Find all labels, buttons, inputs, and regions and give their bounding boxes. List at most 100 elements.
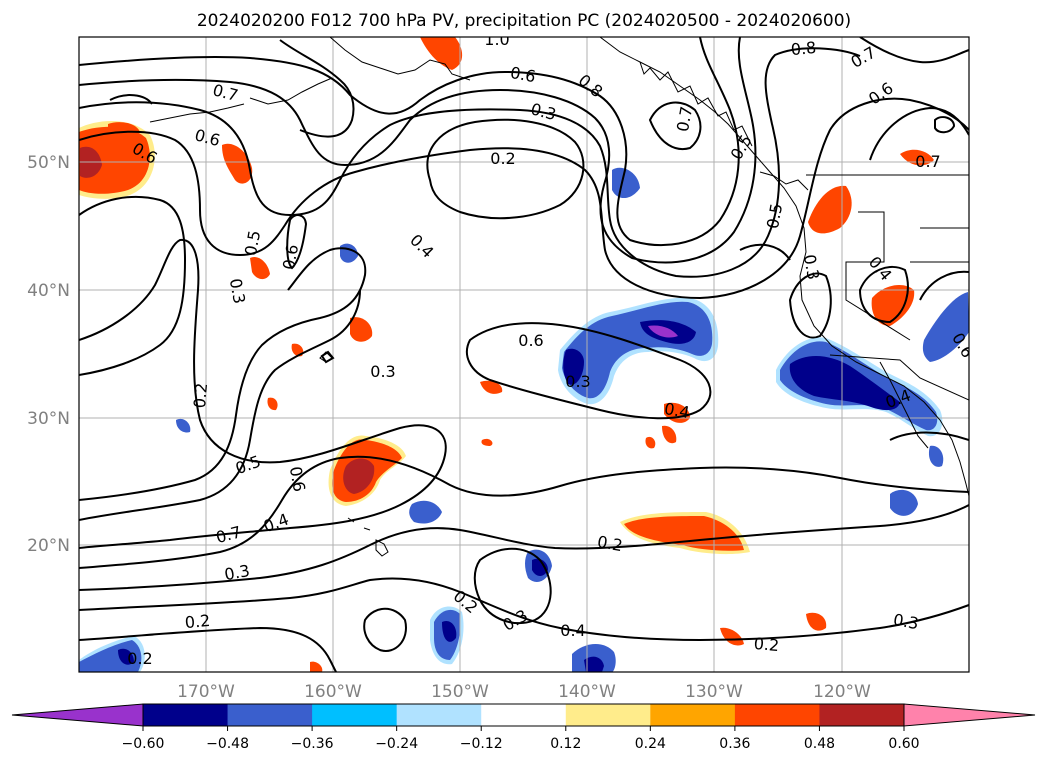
contour-label: 0.7 [915,152,940,171]
map-frame [78,36,970,673]
precip-positive-area [222,143,253,184]
pv-contour [79,626,337,672]
colorbar-tick-label: 0.24 [635,736,666,752]
colorbar-tick-label: −0.48 [206,736,249,752]
colorbar-segment [312,704,398,726]
pv-contours [79,37,969,672]
precip-positive-area [79,126,150,194]
contour-label: 0.4 [560,621,585,640]
pv-contour [79,195,187,376]
contour-label: 0.5 [763,202,786,230]
precip-negative-area [176,418,191,433]
pv-contour [919,270,969,301]
colorbar-segment [481,704,567,726]
pv-contour [465,322,712,420]
precip-negative-area [612,167,640,199]
lon-label: 120°W [813,682,871,702]
pv-contour [320,350,335,364]
contour-label: 0.3 [892,610,920,633]
coastline [149,103,245,123]
precip-positive-area [481,438,493,446]
precip-negative-area [789,355,900,411]
contour-label: 0.8 [790,38,817,59]
contour-label: 0.2 [190,382,211,409]
precip-positive-area [350,317,373,342]
colorbar-frame [142,703,905,727]
precip-positive-area [250,256,270,280]
precip-positive-area [267,397,278,411]
pv-contour [79,289,361,521]
precip-positive-area [720,627,744,646]
contour-label: 0.4 [663,399,691,422]
contour-label: 0.5 [241,229,264,257]
precip-positive-area [900,149,934,166]
colorbar-segment [565,704,651,726]
coastline [759,171,809,191]
contour-label: 0.2 [753,634,780,655]
lat-label: 30°N [27,409,70,429]
coastlines [149,37,969,557]
precip-negative-area [648,325,678,338]
lat-label: 40°N [27,281,70,301]
precip-negative-area [584,656,604,672]
pv-contour [934,116,956,134]
coastline [249,77,333,105]
contour-label: 0.6 [279,243,302,271]
grid [79,37,969,672]
contour-label: 0.3 [226,277,249,305]
precip-positive-area [808,185,852,234]
contour-label: 0.7 [673,105,696,133]
lat-label: 20°N [27,536,70,556]
map-area: 1.0 0.8 0.7 0.6 0.8 0.6 0.3 0.7 0.6 0.6 … [79,30,969,672]
pv-contour [858,265,909,324]
contour-label: 0.2 [184,611,211,632]
colorbar-tick-label: 0.48 [804,736,835,752]
lon-label: 160°W [304,682,362,702]
precip-negative-area [928,445,944,467]
pv-contour [79,37,757,264]
pv-contour [889,431,969,441]
colorbar-extend-max [903,703,1036,727]
pv-contour [869,106,969,161]
precip-negative-area [532,558,548,576]
colorbar-segment [650,704,736,726]
lon-label: 130°W [685,682,743,702]
contour-label: 0.2 [490,149,515,168]
colorbar-tick-label: −0.12 [460,736,503,752]
pv-contour [79,238,447,549]
border-line [806,174,969,341]
colorbar-segment [143,704,229,726]
precip-negative-area [409,500,442,524]
precip-positive-area [343,458,375,494]
pv-contour [426,118,585,220]
pv-contour [648,101,702,150]
pv-contour [79,504,969,591]
colorbar: −0.60 −0.48 −0.36 −0.24 −0.12 0.12 0.24 0.36 0.4… [11,703,1036,752]
precip-positive-area [662,425,677,444]
colorbar-segment [396,704,482,726]
precip-negative-area [442,620,457,642]
coastline [879,361,929,449]
coastline [639,61,753,147]
contour-label: 0.3 [223,561,251,584]
colorbar-tick-label: 0.36 [719,736,750,752]
lon-label: 140°W [558,682,616,702]
pv-contour [473,547,552,625]
colorbar-tick-label: −0.24 [375,736,418,752]
colorbar-tick-label: 0.60 [888,736,919,752]
contour-label: 0.6 [286,465,309,493]
precip-positive-area [480,380,503,394]
pv-contour [363,607,407,652]
pv-contour [788,272,832,339]
pv-contour [79,455,969,569]
pv-contour [79,97,969,300]
contour-label: 1.0 [484,30,509,49]
colorbar-segment [227,704,313,726]
colorbar-extend-min [11,703,144,727]
longitude-labels: 170°W 160°W 150°W 140°W 130°W 120°W [177,682,871,702]
coastline [329,37,471,81]
pv-contour [859,37,969,64]
contour-label: 0.2 [596,532,624,555]
lon-label: 150°W [431,682,489,702]
